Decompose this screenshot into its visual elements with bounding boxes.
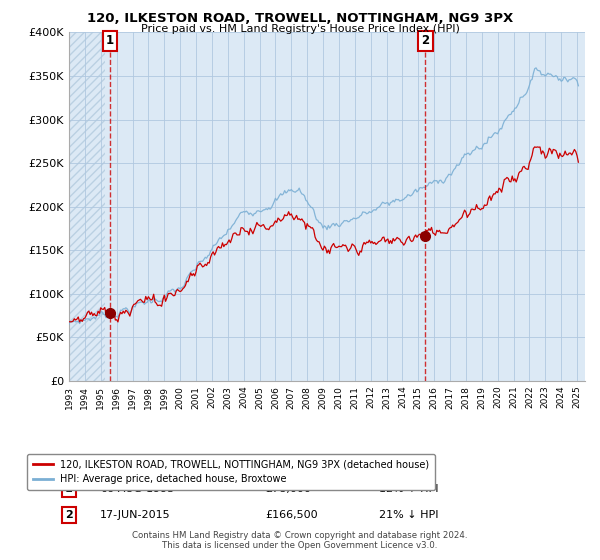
Text: 1: 1 [65,484,73,494]
Text: £78,000: £78,000 [265,484,311,494]
Text: 1: 1 [106,34,114,47]
Legend: 120, ILKESTON ROAD, TROWELL, NOTTINGHAM, NG9 3PX (detached house), HPI: Average : 120, ILKESTON ROAD, TROWELL, NOTTINGHAM,… [28,454,436,490]
Text: 21% ↓ HPI: 21% ↓ HPI [379,510,438,520]
Text: 17-JUN-2015: 17-JUN-2015 [100,510,170,520]
Text: 06-AUG-1995: 06-AUG-1995 [100,484,175,494]
Text: £166,500: £166,500 [265,510,318,520]
Text: Contains HM Land Registry data © Crown copyright and database right 2024.
This d: Contains HM Land Registry data © Crown c… [132,530,468,550]
Text: 2: 2 [421,34,430,47]
Text: 12% ↑ HPI: 12% ↑ HPI [379,484,438,494]
Text: 120, ILKESTON ROAD, TROWELL, NOTTINGHAM, NG9 3PX: 120, ILKESTON ROAD, TROWELL, NOTTINGHAM,… [87,12,513,25]
Text: Price paid vs. HM Land Registry's House Price Index (HPI): Price paid vs. HM Land Registry's House … [140,24,460,34]
Text: 2: 2 [65,510,73,520]
